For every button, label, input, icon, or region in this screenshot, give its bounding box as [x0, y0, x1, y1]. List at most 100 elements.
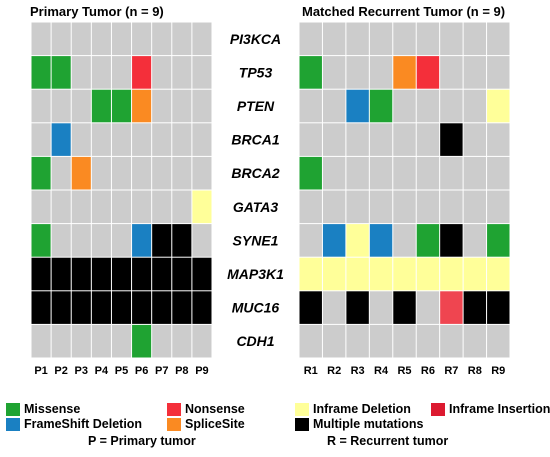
cell-muc16-r2 — [322, 291, 346, 324]
cell-muc16-r5 — [393, 291, 416, 324]
cell-brca2-r6 — [416, 156, 440, 190]
legend-swatch-multiple-mutations — [295, 417, 309, 431]
cell-brca1-p1 — [31, 123, 51, 156]
legend-swatch-inframe-insertion — [431, 402, 445, 416]
cell-gata3-r5 — [393, 190, 416, 224]
cell-syne1-r2 — [322, 224, 346, 257]
cell-tp53-p6 — [132, 56, 152, 89]
x-tick-label: P3 — [75, 365, 88, 377]
cell-gata3-r4 — [369, 190, 393, 224]
cell-muc16-r9 — [487, 291, 510, 324]
cell-tp53-r2 — [322, 56, 346, 89]
legend-label-missense: Missense — [24, 402, 81, 416]
cell-brca2-p7 — [152, 156, 172, 190]
cell-pi3kca-p5 — [111, 22, 132, 56]
cell-map3k1-r1 — [299, 257, 322, 291]
cell-brca1-r1 — [299, 123, 322, 156]
legend-label-multiple-mutations: Multiple mutations — [313, 417, 424, 431]
x-tick-label: P1 — [34, 365, 47, 377]
cell-cdh1-p9 — [192, 324, 212, 358]
cell-brca1-p5 — [111, 123, 132, 156]
cell-pten-r9 — [487, 89, 510, 123]
cell-brca2-p4 — [91, 156, 111, 190]
x-tick-label: P8 — [175, 365, 188, 377]
cell-pi3kca-r9 — [487, 22, 510, 56]
cell-gata3-p4 — [91, 190, 111, 224]
legend-item-multiple-mutations: Multiple mutations — [295, 417, 423, 431]
cell-muc16-p5 — [111, 291, 132, 324]
cell-map3k1-r7 — [440, 257, 463, 291]
x-tick-label: P5 — [115, 365, 128, 377]
cell-map3k1-r9 — [487, 257, 510, 291]
cell-brca1-p2 — [51, 123, 71, 156]
legend-swatch-frameshift-deletion — [6, 417, 20, 431]
cell-pten-p8 — [172, 89, 192, 123]
cell-pten-r8 — [463, 89, 487, 123]
cell-brca2-r7 — [440, 156, 463, 190]
cell-gata3-r1 — [299, 190, 322, 224]
cell-brca1-r7 — [440, 123, 463, 156]
legend-item-frameshift-deletion: FrameShift Deletion — [6, 417, 142, 431]
cell-pten-p1 — [31, 89, 51, 123]
cell-cdh1-r4 — [369, 324, 393, 358]
gene-label-pten: PTEN — [237, 98, 275, 114]
heatmap-panel-primary: Primary Tumor (n = 9) P1 P2 P3 P4 P5 P6 P7 P8 P9 — [30, 4, 212, 377]
cell-brca2-r9 — [487, 156, 510, 190]
cell-map3k1-p5 — [111, 257, 132, 291]
cell-syne1-p5 — [111, 224, 132, 257]
cell-pi3kca-p2 — [51, 22, 71, 56]
cell-gata3-r2 — [322, 190, 346, 224]
legend-swatch-missense — [6, 402, 20, 416]
cell-map3k1-p3 — [71, 257, 91, 291]
x-tick-label: R7 — [444, 365, 458, 377]
cell-pi3kca-r6 — [416, 22, 440, 56]
legend-swatch-nonsense — [167, 402, 181, 416]
cell-brca1-r9 — [487, 123, 510, 156]
cell-cdh1-p1 — [31, 324, 51, 358]
cell-muc16-r3 — [346, 291, 369, 324]
legend-item-inframe-insertion: Inframe Insertion — [431, 402, 550, 416]
cell-pi3kca-r8 — [463, 22, 487, 56]
cell-pi3kca-p1 — [31, 22, 51, 56]
cell-brca1-p6 — [132, 123, 152, 156]
cell-cdh1-p8 — [172, 324, 192, 358]
x-tick-label: R6 — [421, 365, 435, 377]
legend-label-inframe-deletion: Inframe Deletion — [313, 402, 411, 416]
cell-syne1-p3 — [71, 224, 91, 257]
cell-gata3-p7 — [152, 190, 172, 224]
legend-item-splicesite: SpliceSite — [167, 417, 245, 431]
legend-item-nonsense: Nonsense — [167, 402, 245, 416]
cell-brca2-p2 — [51, 156, 71, 190]
legend-label-splicesite: SpliceSite — [185, 417, 245, 431]
cell-gata3-p1 — [31, 190, 51, 224]
cell-syne1-r3 — [346, 224, 369, 257]
gene-label-cdh1: CDH1 — [236, 333, 274, 349]
cell-cdh1-p6 — [132, 324, 152, 358]
heatmap-panel-recurrent: Matched Recurrent Tumor (n = 9) R1 R2 R3 R4 R… — [299, 4, 510, 377]
x-tick-label: P9 — [195, 365, 208, 377]
cell-muc16-p6 — [132, 291, 152, 324]
cell-brca1-p3 — [71, 123, 91, 156]
cell-muc16-p9 — [192, 291, 212, 324]
cell-tp53-p9 — [192, 56, 212, 89]
note-recurrent: R = Recurrent tumor — [327, 434, 449, 448]
x-tick-label: R8 — [468, 365, 482, 377]
x-tick-label: R4 — [374, 365, 389, 377]
cell-brca2-r1 — [299, 156, 322, 190]
cell-cdh1-p2 — [51, 324, 71, 358]
cell-syne1-p2 — [51, 224, 71, 257]
cell-syne1-p4 — [91, 224, 111, 257]
cell-pten-p6 — [132, 89, 152, 123]
legend-label-inframe-insertion: Inframe Insertion — [449, 402, 550, 416]
cell-pi3kca-p6 — [132, 22, 152, 56]
cell-syne1-r7 — [440, 224, 463, 257]
cell-tp53-r3 — [346, 56, 369, 89]
gene-label-brca1: BRCA1 — [231, 132, 279, 148]
cell-tp53-r7 — [440, 56, 463, 89]
cell-brca2-p3 — [71, 156, 91, 190]
cell-gata3-r7 — [440, 190, 463, 224]
cell-pten-r3 — [346, 89, 369, 123]
cell-pten-p9 — [192, 89, 212, 123]
cell-pi3kca-p3 — [71, 22, 91, 56]
cell-map3k1-r2 — [322, 257, 346, 291]
